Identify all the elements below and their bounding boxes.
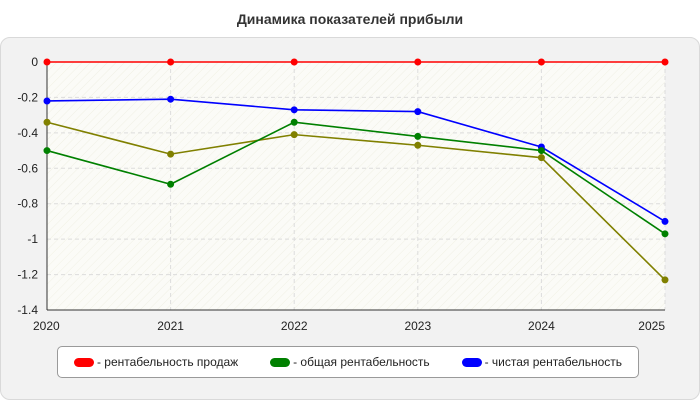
legend-swatch <box>73 357 94 367</box>
x-tick-label: 2024 <box>528 319 555 333</box>
data-point-s2-2025 <box>661 230 669 238</box>
data-point-s1-2022 <box>290 58 298 66</box>
data-point-s4-2024 <box>537 154 545 162</box>
x-tick-label: 2022 <box>281 319 308 333</box>
data-point-s4-2020 <box>43 118 51 126</box>
data-point-s4-2023 <box>414 141 422 149</box>
data-point-s1-2021 <box>167 58 175 66</box>
data-point-s4-2025 <box>661 276 669 284</box>
legend-swatch <box>461 357 482 367</box>
legend-item-1: - рентабельность продаж <box>73 355 239 369</box>
data-point-s2-2023 <box>414 132 422 140</box>
x-tick-label: 2023 <box>404 319 431 333</box>
data-point-s1-2024 <box>537 58 545 66</box>
x-tick-label: 2020 <box>33 319 60 333</box>
y-tick-label: -0.6 <box>17 161 38 175</box>
data-point-s3-2022 <box>290 106 298 114</box>
legend-label: - чистая рентабельность <box>484 355 623 369</box>
series-line-2 <box>46 121 666 235</box>
plot-hatch <box>47 62 665 310</box>
y-tick-label: -0.8 <box>17 197 38 211</box>
y-tick-label: -0.4 <box>17 126 38 140</box>
data-point-s1-2023 <box>414 58 422 66</box>
x-tick-label: 2025 <box>638 319 665 333</box>
chart-title: Динамика показателей прибыли <box>236 11 464 27</box>
data-point-s3-2025 <box>661 217 669 225</box>
data-point-s2-2022 <box>290 118 298 126</box>
data-point-s3-2023 <box>414 108 422 116</box>
y-tick-label: -1.4 <box>17 303 38 317</box>
x-tick-label: 2021 <box>157 319 184 333</box>
data-point-s3-2021 <box>167 95 175 103</box>
data-point-s1-2020 <box>43 58 51 66</box>
series-line-4 <box>46 121 666 281</box>
y-tick-label: 0 <box>31 55 38 69</box>
legend-swatch <box>270 357 291 367</box>
series-line-3 <box>46 98 666 223</box>
data-point-s4-2022 <box>290 131 298 139</box>
data-point-s1-2025 <box>661 58 669 66</box>
y-tick-label: -1.2 <box>17 268 38 282</box>
legend-label: - рентабельность продаж <box>96 355 239 369</box>
data-point-s3-2020 <box>43 97 51 105</box>
y-tick-label: -1 <box>27 232 38 246</box>
y-tick-label: -0.2 <box>17 90 38 104</box>
legend-item-3: - чистая рентабельность <box>461 355 623 369</box>
data-point-s2-2021 <box>167 180 175 188</box>
data-point-s4-2021 <box>167 150 175 158</box>
chart-legend: - рентабельность продаж - общая рентабель… <box>57 346 639 378</box>
legend-item-2: - общая рентабельность <box>270 355 430 369</box>
data-point-s2-2024 <box>537 147 545 155</box>
legend-label: - общая рентабельность <box>293 355 430 369</box>
data-point-s2-2020 <box>43 147 51 155</box>
